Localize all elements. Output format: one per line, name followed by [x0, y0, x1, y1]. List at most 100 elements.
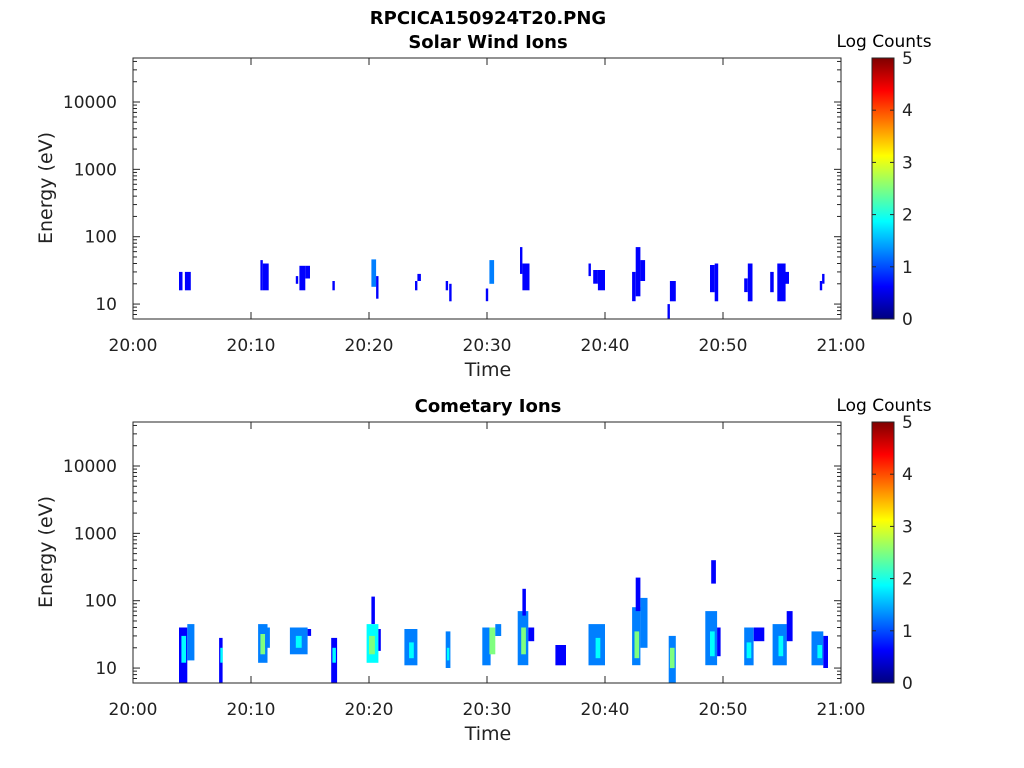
heatmap-cell — [778, 635, 784, 657]
heatmap-cell — [746, 642, 752, 659]
heatmap-cell — [640, 260, 646, 281]
x-tick-label: 20:50 — [699, 336, 748, 356]
colorbar-tick-label: 1 — [902, 622, 913, 642]
heatmap-cell — [332, 647, 336, 663]
heatmap-cell — [710, 631, 715, 657]
heatmap-cell — [446, 647, 450, 661]
heatmap-cell — [295, 635, 302, 648]
heatmap-cell — [332, 281, 335, 291]
heatmap-cell — [753, 627, 765, 642]
colorbar-tick-label: 4 — [902, 101, 913, 121]
y-tick-label: 10 — [95, 295, 117, 315]
x-tick-label: 20:00 — [109, 336, 158, 356]
heatmap-cell — [817, 645, 823, 659]
colorbar — [871, 421, 895, 684]
heatmap-cell — [822, 273, 825, 284]
cometary-ylabel: Energy (eV) — [35, 496, 57, 608]
heatmap-cell — [528, 627, 535, 642]
heatmap-cells — [179, 560, 828, 683]
heatmap-cell — [522, 263, 530, 291]
y-tick-label: 10000 — [63, 93, 117, 113]
heatmap-cell — [777, 263, 786, 302]
heatmap-cell — [667, 304, 670, 319]
heatmap-cell — [669, 281, 676, 302]
heatmap-cell — [520, 247, 523, 274]
heatmap-cell — [770, 271, 774, 293]
heatmap-cell — [635, 247, 641, 297]
heatmap-cell — [482, 627, 491, 666]
heatmap-cell — [489, 627, 496, 655]
heatmap-cell — [305, 265, 310, 279]
colorbar-tick-label: 5 — [902, 49, 913, 69]
colorbar-tick-label: 2 — [902, 206, 913, 226]
heatmap-cell — [187, 624, 195, 661]
colorbar-tick-label: 3 — [902, 517, 913, 537]
heatmap-cell — [786, 611, 793, 642]
heatmap-cells — [179, 247, 825, 319]
x-tick-label: 20:40 — [581, 336, 630, 356]
figure-title: RPCICA150924T20.PNG — [370, 8, 606, 29]
heatmap-cell — [489, 260, 495, 284]
y-tick-label: 100 — [85, 228, 117, 248]
heatmap-cell — [260, 634, 266, 655]
y-tick-label: 1000 — [74, 160, 117, 180]
solar-wind-panel: Solar Wind Ions Energy (eV) Time Log Cou… — [35, 32, 932, 381]
heatmap-cell — [710, 265, 715, 293]
heatmap-cell — [635, 577, 641, 612]
heatmap-cell — [714, 263, 719, 302]
cometary-panel: Cometary Ions Energy (eV) Time Log Count… — [35, 396, 932, 745]
x-tick-label: 20:40 — [581, 700, 630, 720]
heatmap-cell — [521, 627, 526, 655]
solar-wind-xlabel: Time — [464, 359, 512, 381]
heatmap-cell — [632, 271, 636, 302]
x-tick-label: 20:30 — [463, 700, 512, 720]
heatmap-cell — [449, 283, 452, 302]
heatmap-cell — [378, 629, 381, 651]
heatmap-cell — [588, 263, 591, 277]
colorbar-tick-label: 4 — [902, 465, 913, 485]
x-tick-label: 20:00 — [109, 700, 158, 720]
heatmap-cell — [376, 276, 379, 299]
heatmap-cell — [445, 281, 449, 291]
y-tick-label: 10000 — [63, 457, 117, 477]
heatmap-cell — [417, 273, 421, 281]
colorbar-tick-label: 3 — [902, 153, 913, 173]
x-tick-label: 21:00 — [817, 700, 866, 720]
heatmap-cell — [307, 629, 312, 636]
heatmap-cell — [371, 259, 377, 287]
y-tick-label: 10 — [95, 659, 117, 679]
heatmap-cell — [295, 276, 299, 284]
heatmap-cell — [184, 271, 191, 291]
heatmap-cell — [522, 588, 526, 616]
colorbar-tick-label: 2 — [902, 570, 913, 590]
x-tick-label: 21:00 — [817, 336, 866, 356]
heatmap-cell — [369, 635, 375, 655]
heatmap-cell — [634, 631, 640, 659]
heatmap-cell — [555, 645, 566, 666]
heatmap-cell — [495, 624, 502, 636]
y-tick-label: 1000 — [74, 524, 117, 544]
colorbar-tick-label: 0 — [902, 674, 913, 694]
solar-wind-colorbar-title: Log Counts — [836, 32, 931, 52]
heatmap-cell — [179, 271, 183, 291]
cometary-title: Cometary Ions — [415, 396, 562, 417]
cometary-xlabel: Time — [464, 723, 512, 745]
solar-wind-title: Solar Wind Ions — [408, 32, 567, 53]
y-tick-label: 100 — [85, 592, 117, 612]
colorbar — [871, 57, 895, 320]
heatmap-cell — [415, 281, 418, 291]
heatmap-cell — [640, 597, 648, 648]
heatmap-cell — [299, 265, 306, 291]
heatmap-cell — [597, 270, 605, 291]
heatmap-cell — [711, 560, 716, 584]
heatmap-cell — [265, 627, 270, 648]
heatmap-cell — [717, 627, 721, 657]
colorbar-tick-label: 5 — [902, 413, 913, 433]
heatmap-cell — [744, 278, 748, 293]
solar-wind-ylabel: Energy (eV) — [35, 132, 57, 244]
heatmap-cell — [595, 637, 601, 659]
heatmap-cell — [220, 647, 223, 663]
heatmap-cell — [593, 270, 598, 284]
plot-frame — [132, 57, 842, 320]
colorbar-tick-label: 1 — [902, 258, 913, 278]
